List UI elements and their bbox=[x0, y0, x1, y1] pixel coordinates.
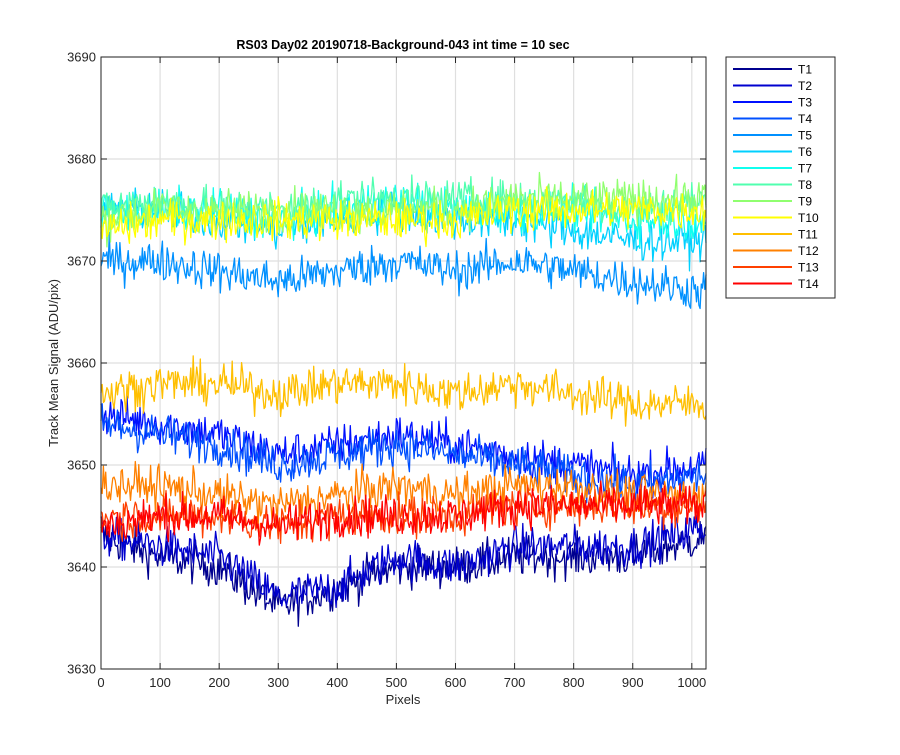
x-tick-label: 400 bbox=[326, 675, 348, 690]
series-line-t5 bbox=[100, 231, 707, 310]
legend: T1 T2 T3 T4 T5 T6 T7 T8 T9 T10 T11 T12 T13 T14 bbox=[725, 56, 836, 299]
legend-label: T13 bbox=[798, 261, 819, 275]
series-line-t2 bbox=[100, 514, 707, 608]
y-tick-label: 3690 bbox=[67, 50, 96, 65]
x-tick-label: 100 bbox=[149, 675, 171, 690]
y-axis-label: Track Mean Signal (ADU/pix) bbox=[46, 279, 61, 447]
legend-label: T6 bbox=[798, 145, 812, 159]
chart-title: RS03 Day02 20190718-Background-043 int t… bbox=[236, 38, 569, 52]
legend-label: T4 bbox=[798, 112, 812, 126]
legend-label: T1 bbox=[798, 63, 812, 77]
y-tick-label: 3630 bbox=[67, 662, 96, 677]
x-tick-label: 900 bbox=[622, 675, 644, 690]
x-tick-label: 200 bbox=[208, 675, 230, 690]
series-line-t14 bbox=[100, 480, 707, 546]
x-tick-label: 500 bbox=[386, 675, 408, 690]
y-tick-label: 3650 bbox=[67, 458, 96, 473]
x-tick-label: 600 bbox=[445, 675, 467, 690]
y-tick-label: 3640 bbox=[67, 560, 96, 575]
x-axis-label: Pixels bbox=[386, 692, 421, 707]
y-tick-label: 3660 bbox=[67, 356, 96, 371]
series-line-t11 bbox=[100, 355, 707, 427]
legend-label: T10 bbox=[798, 211, 819, 225]
x-tick-label: 1000 bbox=[677, 675, 706, 690]
x-tick-label: 700 bbox=[504, 675, 526, 690]
y-tick-label: 3670 bbox=[67, 254, 96, 269]
legend-label: T12 bbox=[798, 244, 819, 258]
legend-box bbox=[725, 56, 836, 299]
legend-label: T3 bbox=[798, 96, 812, 110]
legend-label: T8 bbox=[798, 178, 812, 192]
legend-label: T2 bbox=[798, 79, 812, 93]
x-tick-label: 800 bbox=[563, 675, 585, 690]
series-line-t1 bbox=[100, 520, 707, 627]
legend-label: T5 bbox=[798, 129, 812, 143]
series-line-t4 bbox=[100, 403, 707, 504]
legend-label: T9 bbox=[798, 195, 812, 209]
y-tick-label: 3680 bbox=[67, 152, 96, 167]
x-tick-label: 0 bbox=[97, 675, 104, 690]
series-layer bbox=[100, 171, 707, 627]
ticks: 0 100 200 300 400 500 600 700 800 900 1000 3630 3640… bbox=[67, 50, 706, 691]
legend-label: T14 bbox=[798, 277, 819, 291]
legend-label: T7 bbox=[798, 162, 812, 176]
legend-label: T11 bbox=[798, 228, 818, 242]
series-line-t10 bbox=[100, 186, 707, 248]
x-tick-label: 300 bbox=[267, 675, 289, 690]
